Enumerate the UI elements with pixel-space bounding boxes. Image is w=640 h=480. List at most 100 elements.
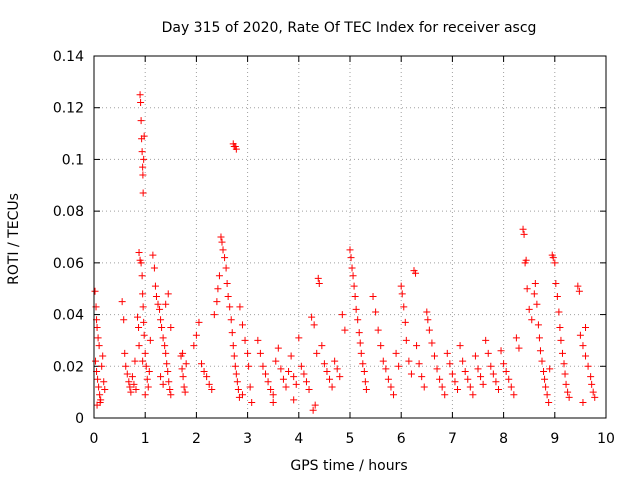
data-point (448, 370, 456, 378)
data-point (402, 336, 410, 344)
data-point (582, 352, 590, 360)
data-points (91, 91, 599, 414)
data-point (300, 370, 308, 378)
data-point (591, 393, 599, 401)
data-point (128, 373, 136, 381)
chart-title: Day 315 of 2020, Rate Of TEC Index for r… (162, 20, 537, 36)
data-point (140, 331, 148, 339)
data-point (140, 132, 148, 140)
data-point (238, 321, 246, 329)
data-point (137, 99, 145, 107)
data-point (158, 324, 166, 331)
data-point (379, 357, 387, 365)
data-point (384, 375, 392, 383)
data-point (589, 388, 597, 396)
data-point (269, 391, 277, 399)
data-point (487, 362, 495, 370)
data-point (561, 370, 569, 378)
data-point (489, 370, 497, 378)
data-point (99, 352, 107, 360)
data-point (127, 388, 135, 396)
data-point (272, 357, 280, 365)
data-point (93, 324, 101, 331)
data-point (151, 282, 159, 290)
data-point (412, 269, 420, 277)
data-point (267, 386, 275, 394)
x-tick-label: 1 (141, 431, 150, 447)
data-point (179, 373, 187, 381)
data-point (248, 398, 256, 406)
data-point (405, 357, 413, 365)
data-point (500, 360, 508, 368)
data-point (541, 375, 549, 383)
data-point (507, 383, 515, 391)
data-point (415, 360, 423, 368)
data-point (135, 342, 143, 350)
data-point (290, 396, 298, 404)
data-point (328, 383, 336, 391)
data-point (226, 303, 234, 311)
data-point (94, 334, 102, 342)
data-point (423, 308, 431, 316)
data-point (497, 347, 505, 355)
x-tick-label: 8 (499, 431, 508, 447)
data-point (141, 391, 149, 399)
data-point (94, 375, 102, 383)
data-point (420, 383, 428, 391)
data-point (269, 398, 277, 406)
data-point (137, 259, 145, 267)
data-point (277, 365, 285, 373)
data-point (579, 342, 587, 350)
data-point (121, 349, 129, 357)
data-point (560, 360, 568, 368)
x-tick-label: 6 (397, 431, 406, 447)
y-tick-label: 0.04 (53, 308, 84, 324)
data-point (259, 362, 267, 370)
data-point (471, 352, 479, 360)
data-point (234, 386, 242, 394)
data-point (584, 362, 592, 370)
x-tick-label: 2 (192, 431, 201, 447)
y-tick-label: 0.08 (53, 204, 84, 220)
data-point (101, 386, 109, 394)
data-point (241, 336, 249, 344)
data-point (502, 367, 510, 375)
data-point (181, 388, 189, 396)
data-point (395, 362, 403, 370)
data-point (469, 391, 477, 399)
data-point (190, 342, 198, 350)
data-point (564, 388, 572, 396)
data-point (360, 367, 368, 375)
data-point (359, 360, 367, 368)
y-tick-label: 0.06 (53, 256, 84, 272)
data-point (156, 305, 164, 313)
data-point (282, 383, 290, 391)
data-point (95, 383, 103, 391)
data-point (525, 305, 533, 313)
y-tick-label: 0 (75, 411, 84, 427)
data-point (582, 324, 590, 331)
data-point (198, 360, 206, 368)
data-point (557, 336, 565, 344)
data-point (397, 282, 405, 290)
data-point (118, 298, 126, 306)
data-point (134, 313, 142, 321)
data-point (553, 292, 561, 300)
data-point (528, 316, 536, 324)
x-tick-label: 10 (597, 431, 615, 447)
data-point (519, 225, 527, 233)
data-point (141, 349, 149, 357)
data-point (292, 380, 300, 388)
y-tick-label: 0.1 (62, 152, 84, 168)
data-point (540, 367, 548, 375)
data-point (144, 383, 152, 391)
data-point (192, 331, 200, 339)
data-point (522, 256, 530, 264)
data-point (95, 342, 103, 350)
data-point (579, 398, 587, 406)
data-point (433, 365, 441, 373)
data-point (314, 274, 322, 282)
data-point (350, 282, 358, 290)
data-point (401, 318, 409, 326)
data-point (200, 367, 208, 375)
